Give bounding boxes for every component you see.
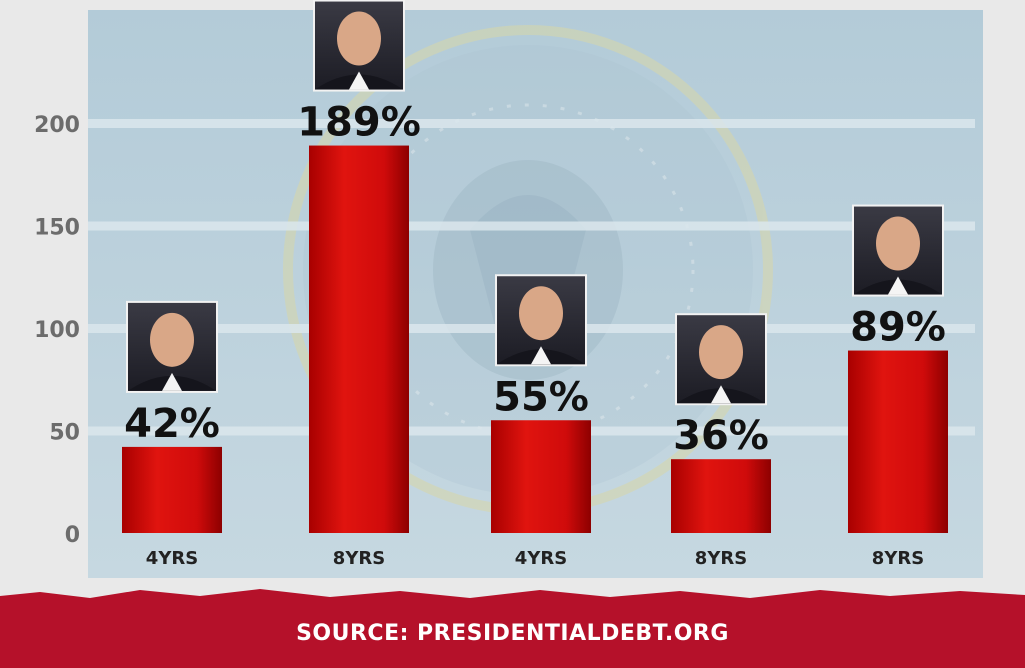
data-label: 55% <box>493 374 589 420</box>
bar-group: 189% 8YRS <box>297 0 421 569</box>
bar <box>122 446 222 533</box>
bar <box>309 145 409 534</box>
portrait-photo-icon <box>675 313 767 406</box>
y-tick-label: 200 <box>34 113 80 138</box>
bar <box>848 350 948 533</box>
portrait-photo-icon <box>495 274 587 367</box>
category-label: 8YRS <box>872 548 924 569</box>
data-label: 189% <box>297 100 421 146</box>
gridline <box>88 221 975 231</box>
bar-group: 36% 8YRS <box>671 313 771 569</box>
portrait-photo-icon <box>852 204 944 297</box>
bar-group: 42% 4YRS <box>122 300 222 569</box>
source-label: SOURCE: PRESIDENTIALDEBT.ORG <box>296 621 729 646</box>
bar <box>491 420 591 533</box>
category-label: 8YRS <box>333 548 385 569</box>
bar-group: 55% 4YRS <box>491 274 591 569</box>
category-label: 8YRS <box>695 548 747 569</box>
data-label: 36% <box>673 413 769 459</box>
data-label: 42% <box>124 401 220 447</box>
bars: 42% 4YRS 189% 8YRS 55% 4YRS 36% 8YRS 89% 8YRS <box>122 0 948 569</box>
portrait-photo-icon <box>313 0 405 92</box>
y-tick-label: 50 <box>49 421 80 446</box>
bar-group: 89% 8YRS <box>848 204 948 569</box>
y-tick-label: 100 <box>34 318 80 343</box>
data-label: 89% <box>850 305 946 351</box>
footer-band <box>0 589 1025 668</box>
gridline <box>88 119 975 128</box>
category-label: 4YRS <box>146 548 198 569</box>
portrait-photo-icon <box>126 300 218 393</box>
y-tick-label: 0 <box>65 523 80 548</box>
bar <box>671 459 771 533</box>
y-axis: 0 50 100 150 200 <box>34 113 80 548</box>
category-label: 4YRS <box>515 548 567 569</box>
y-tick-label: 150 <box>34 216 80 241</box>
